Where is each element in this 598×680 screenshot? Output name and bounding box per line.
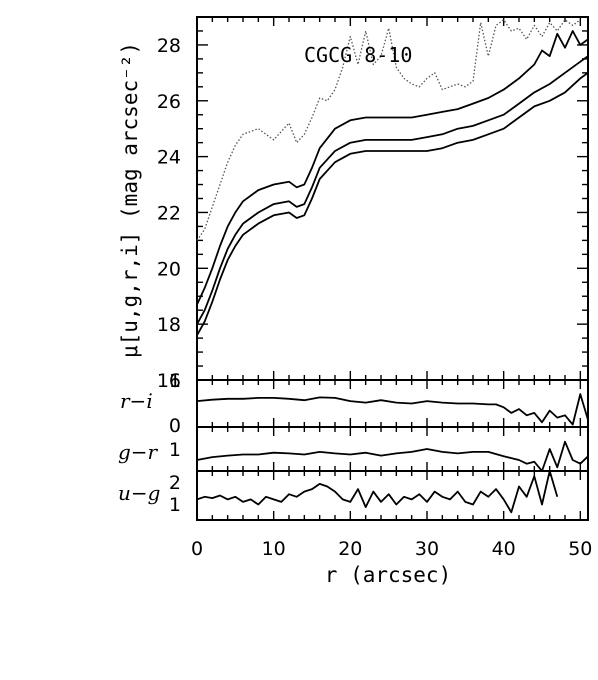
axis-ticks <box>196 16 588 520</box>
y-tick-label: 20 <box>157 258 181 280</box>
series-line-u-g-0 <box>196 470 559 514</box>
y-tick-label-g-r: 1 <box>169 439 181 461</box>
panel-label-r-i: r−i <box>120 389 153 413</box>
panel-frame-r-i <box>196 379 589 428</box>
y-tick-label: 16 <box>157 370 181 392</box>
series-line-r-i-0 <box>196 393 589 426</box>
series-line-mu-3 <box>196 19 581 241</box>
panel-label-g-r: g−r <box>118 440 159 464</box>
panel-frame-u-g <box>196 470 589 521</box>
series-line-mu-2 <box>196 30 589 305</box>
x-tick-label: 50 <box>568 538 592 560</box>
y-tick-label-u-g: 1 <box>169 494 181 516</box>
series-line-mu-0 <box>196 72 589 336</box>
y-tick-label: 22 <box>157 203 181 225</box>
x-tick-label: 10 <box>262 538 286 560</box>
y-tick-label: 24 <box>157 147 181 169</box>
x-tick-label: 20 <box>338 538 362 560</box>
x-tick-label: 40 <box>492 538 516 560</box>
y-tick-label-u-g: 2 <box>169 472 181 494</box>
y-tick-label: 26 <box>157 91 181 113</box>
x-tick-label: 0 <box>191 538 203 560</box>
x-axis-title-text: r (arcsec) <box>325 563 451 587</box>
y-tick-label: 18 <box>157 314 181 336</box>
panel-frames <box>196 16 589 521</box>
x-axis-title: r (arcsec) <box>325 563 451 587</box>
x-tick-label: 30 <box>415 538 439 560</box>
panel-frame-g-r <box>196 426 589 472</box>
panel-label-u-g: u−g <box>118 481 160 505</box>
series-line-mu-1 <box>196 55 589 325</box>
chart-title: CGCG 8-10 <box>304 43 412 67</box>
panel-frame-mu <box>196 16 589 381</box>
series-line-g-r-0 <box>196 440 589 472</box>
y-axis-title: μ[u,g,r,i] (mag arcsec⁻²) <box>118 42 142 358</box>
y-tick-label-r-i: 0 <box>169 415 181 437</box>
y-tick-label: 28 <box>157 35 181 57</box>
data-series <box>196 19 589 514</box>
y-tick-label-r-i: 1 <box>169 370 181 392</box>
